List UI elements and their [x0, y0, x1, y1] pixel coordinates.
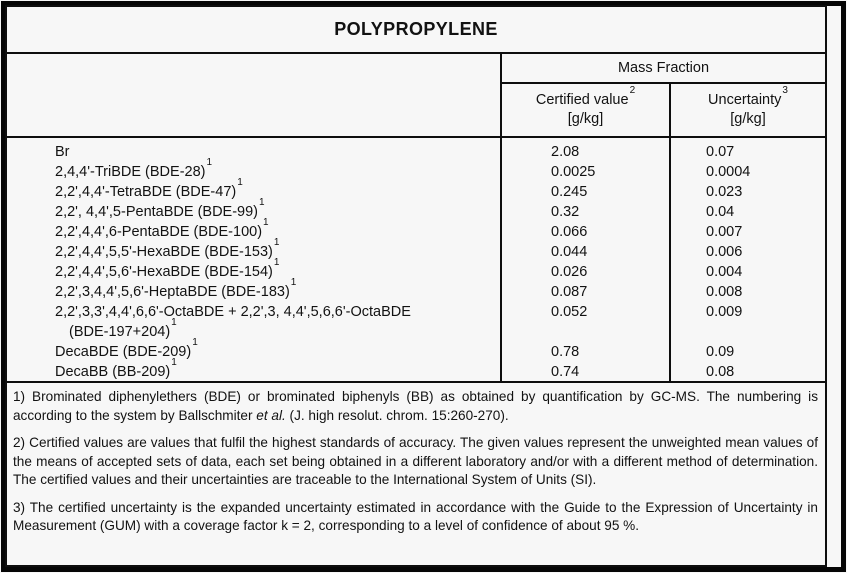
uncertainty-value: 0.023 [706, 184, 743, 200]
uncertainty-label: Uncertainty3 [708, 85, 788, 108]
column-headers: Certified value2 [g/kg] Uncertainty3 [g/… [502, 84, 825, 136]
footnote-ref-3: 3 [782, 85, 788, 97]
compound-name: Br [55, 144, 70, 160]
compound-name: 2,4,4'-TriBDE (BDE-28)1 [55, 157, 213, 180]
footnote-3: 3) The certified uncertainty is the expa… [13, 499, 818, 534]
uncertainty-value: 0.004 [706, 264, 743, 280]
certified-value: 2.08 [551, 144, 580, 160]
header-right-block: Mass Fraction Certified value2 [g/kg] Un… [502, 54, 825, 136]
certificate-table: POLYPROPYLENE Mass Fraction Certified va… [5, 5, 827, 567]
footnote-ref-1: 1 [273, 257, 280, 269]
footnote-ref-1: 1 [171, 317, 177, 329]
compound-name-continued: (BDE-197+204)1 [69, 317, 177, 340]
mass-fraction-header: Mass Fraction [502, 54, 825, 84]
footnotes-section: 1) Brominated diphenylethers (BDE) or br… [7, 383, 825, 565]
footnote-ref-1: 1 [237, 177, 243, 189]
uncertainty-value: 0.07 [706, 144, 735, 160]
footnote-2: 2) Certified values are values that fulf… [13, 435, 818, 487]
footnote-1-italic: et al. [256, 407, 286, 423]
uncertainty-value: 0.04 [706, 204, 735, 220]
footnote-ref-1: 1 [259, 197, 265, 209]
footnote-ref-1: 1 [171, 357, 177, 369]
blank-line [551, 322, 669, 342]
header-empty-cell [7, 54, 502, 136]
certified-value: 0.0025 [551, 164, 596, 180]
table-header: Mass Fraction Certified value2 [g/kg] Un… [7, 54, 825, 138]
certified-value: 0.245 [551, 184, 588, 200]
certified-value: 0.087 [551, 284, 588, 300]
certified-value-column: 2.08 0.0025 0.245 0.32 0.066 0.044 0.026… [502, 138, 671, 381]
table-body: Br 2,4,4'-TriBDE (BDE-28)1 2,2',4,4'-Tet… [7, 138, 825, 383]
certified-value: 0.78 [551, 344, 580, 360]
compound-name: 2,2',4,4',5,5'-HexaBDE (BDE-153)1 [55, 237, 280, 260]
uncertainty-column: 0.07 0.0004 0.023 0.04 0.007 0.006 0.004… [671, 138, 825, 381]
uncertainty-unit: [g/kg] [730, 111, 766, 127]
uncertainty-header: Uncertainty3 [g/kg] [671, 84, 825, 136]
compound-name: 2,2',4,4',6-PentaBDE (BDE-100)1 [55, 217, 269, 240]
uncertainty-value: 0.006 [706, 244, 743, 260]
page-title: POLYPROPYLENE [7, 7, 825, 54]
certified-value: 0.32 [551, 204, 580, 220]
uncertainty-value: 0.007 [706, 224, 743, 240]
uncertainty-value: 0.09 [706, 344, 735, 360]
certified-value: 0.044 [551, 244, 588, 260]
uncertainty-value: 0.009 [706, 304, 743, 320]
certified-value-header: Certified value2 [g/kg] [502, 84, 671, 136]
certified-value: 0.74 [551, 364, 580, 380]
compound-name: DecaBB (BB-209)1 [55, 357, 177, 380]
certified-value-unit: [g/kg] [567, 111, 604, 127]
certified-value-label: Certified value2 [535, 85, 636, 108]
footnote-1: 1) Brominated diphenylethers (BDE) or br… [13, 389, 818, 423]
uncertainty-value: 0.008 [706, 284, 743, 300]
certified-value: 0.026 [551, 264, 588, 280]
compound-name: 2,2',4,4'-TetraBDE (BDE-47)1 [55, 177, 243, 200]
footnote-ref-2: 2 [629, 85, 636, 97]
footnote-ref-1: 1 [273, 237, 280, 249]
uncertainty-value: 0.08 [706, 364, 735, 380]
uncertainty-value: 0.0004 [706, 164, 751, 180]
compound-name: 2,2', 4,4',5-PentaBDE (BDE-99)1 [55, 197, 265, 220]
blank-line [706, 322, 825, 342]
certified-value: 0.052 [551, 304, 588, 320]
footnote-ref-1: 1 [206, 157, 213, 169]
compound-name: DecaBDE (BDE-209)1 [55, 337, 198, 360]
compound-column: Br 2,4,4'-TriBDE (BDE-28)1 2,2',4,4'-Tet… [7, 138, 502, 381]
certified-value: 0.066 [551, 224, 588, 240]
compound-name: 2,2',3,4,4',5,6'-HeptaBDE (BDE-183)1 [55, 277, 297, 300]
footnote-ref-1: 1 [263, 217, 269, 229]
footnote-ref-1: 1 [192, 337, 198, 349]
compound-name: 2,2',3,3',4,4',6,6'-OctaBDE + 2,2',3, 4,… [55, 304, 411, 320]
footnote-ref-1: 1 [290, 277, 297, 289]
compound-name: 2,2',4,4',5,6'-HexaBDE (BDE-154)1 [55, 257, 280, 280]
